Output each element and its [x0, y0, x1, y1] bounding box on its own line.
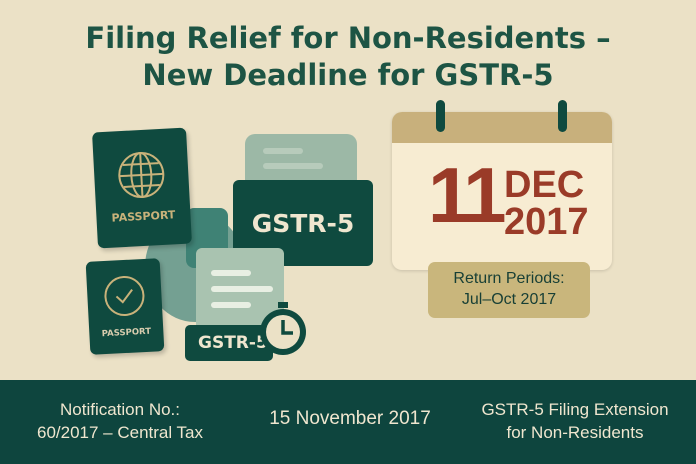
passport-1: PASSPORT [92, 127, 192, 249]
return-periods-badge: Return Periods: Jul–Oct 2017 [428, 262, 590, 318]
clock-icon [104, 276, 145, 317]
passport-2-label: PASSPORT [101, 326, 152, 340]
notification-info: Notification No.: 60/2017 – Central Tax [20, 398, 220, 444]
passport-2: PASSPORT [85, 258, 165, 355]
gstr5-folder: GSTR-5 [233, 180, 373, 266]
globe-icon [118, 152, 165, 199]
stopwatch-icon [260, 302, 306, 355]
notification-line-2: 60/2017 – Central Tax [36, 423, 204, 442]
subject-line-1: GSTR-5 Filing Extension [481, 400, 669, 419]
subject-line-2: for Non-Residents [506, 423, 644, 442]
notification-line-1: Notification No.: [60, 400, 180, 419]
filing-subject: GSTR-5 Filing Extension for Non-Resident… [470, 398, 680, 444]
calendar-header [392, 112, 612, 143]
footer-date: 15 November 2017 [269, 408, 431, 429]
calendar-day: 11 [428, 151, 506, 239]
footer-bar: Notification No.: 60/2017 – Central Tax … [0, 380, 696, 464]
badge-line-2: Jul–Oct 2017 [461, 291, 557, 308]
calendar-month: DEC [504, 164, 585, 206]
passport-1-label: PASSPORT [111, 208, 176, 225]
page-title: Filing Relief for Non-Residents – New De… [0, 20, 696, 94]
gstr5-tag: GSTR-5 [185, 325, 273, 361]
title-line-1: Filing Relief for Non-Residents – [85, 21, 611, 55]
calendar-ring-left [436, 100, 445, 132]
title-line-2: New Deadline for GSTR-5 [142, 58, 554, 92]
calendar [392, 112, 612, 270]
tag-label: GSTR-5 [198, 333, 268, 353]
calendar-ring-right [558, 100, 567, 132]
badge-line-1: Return Periods: [453, 270, 565, 287]
calendar-year: 2017 [504, 201, 589, 243]
folder-label: GSTR-5 [251, 208, 355, 238]
